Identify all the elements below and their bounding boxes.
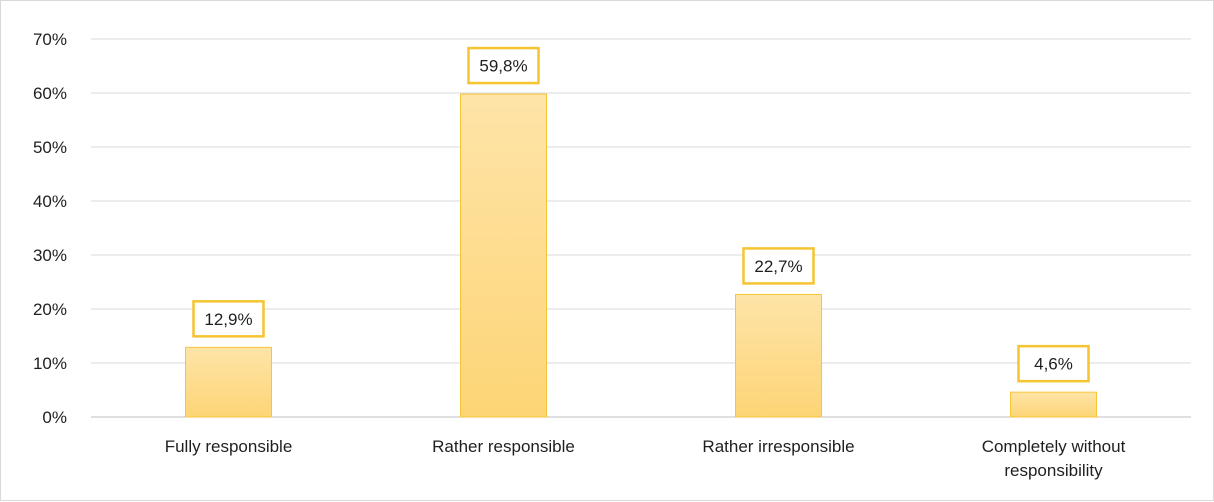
gridlines	[91, 38, 1191, 418]
category-label: Rather irresponsible	[702, 437, 854, 456]
category-labels: Fully responsible Rather responsible Rathe…	[165, 437, 1126, 480]
y-axis-ticks: 0% 10% 20% 30% 40% 50% 60% 70%	[33, 30, 67, 427]
data-label-box	[192, 300, 265, 338]
category-label: Rather responsible	[432, 437, 575, 456]
y-tick-label: 0%	[42, 408, 67, 427]
data-label: 22,7%	[754, 257, 802, 276]
y-tick-label: 30%	[33, 246, 67, 265]
data-label: 59,8%	[479, 57, 527, 76]
bars	[185, 93, 1097, 418]
y-tick-label: 10%	[33, 354, 67, 373]
bar	[185, 346, 272, 418]
bar	[1010, 391, 1097, 418]
data-label-box	[742, 247, 815, 285]
y-tick-label: 50%	[33, 138, 67, 157]
category-label: Fully responsible	[165, 437, 293, 456]
data-label-box	[1017, 344, 1090, 383]
category-label: Completely without responsibility	[982, 437, 1126, 480]
data-label: 4,6%	[1034, 355, 1073, 374]
y-tick-label: 60%	[33, 84, 67, 103]
bar	[460, 93, 547, 418]
y-tick-label: 40%	[33, 192, 67, 211]
data-label-box	[467, 46, 540, 85]
data-label: 12,9%	[204, 310, 252, 329]
y-tick-label: 20%	[33, 300, 67, 319]
bar	[735, 293, 822, 418]
y-tick-label: 70%	[33, 30, 67, 49]
data-labels: 12,9% 59,8% 22,7% 4,6%	[192, 46, 1090, 383]
